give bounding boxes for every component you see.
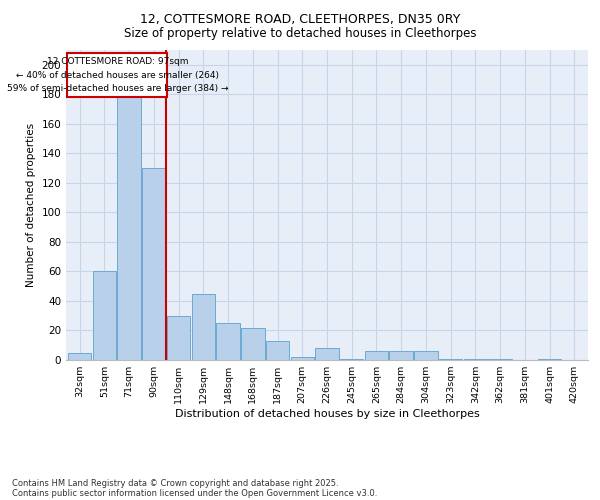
Y-axis label: Number of detached properties: Number of detached properties bbox=[26, 123, 36, 287]
FancyBboxPatch shape bbox=[67, 53, 167, 97]
Bar bbox=[118, 80, 141, 360]
X-axis label: Distribution of detached houses by size in Cleethorpes: Distribution of detached houses by size … bbox=[175, 409, 479, 419]
Text: ← 40% of detached houses are smaller (264): ← 40% of detached houses are smaller (26… bbox=[16, 70, 219, 80]
Bar bbox=[191, 294, 215, 360]
Text: 12 COTTESMORE ROAD: 97sqm: 12 COTTESMORE ROAD: 97sqm bbox=[47, 58, 188, 66]
Bar bbox=[538, 358, 562, 360]
Bar bbox=[241, 328, 265, 360]
Bar bbox=[216, 323, 240, 360]
Text: Contains HM Land Registry data © Crown copyright and database right 2025.: Contains HM Land Registry data © Crown c… bbox=[12, 478, 338, 488]
Text: Contains public sector information licensed under the Open Government Licence v3: Contains public sector information licen… bbox=[12, 488, 377, 498]
Bar bbox=[340, 358, 364, 360]
Bar bbox=[414, 351, 438, 360]
Bar bbox=[266, 341, 289, 360]
Text: 12, COTTESMORE ROAD, CLEETHORPES, DN35 0RY: 12, COTTESMORE ROAD, CLEETHORPES, DN35 0… bbox=[140, 12, 460, 26]
Text: Size of property relative to detached houses in Cleethorpes: Size of property relative to detached ho… bbox=[124, 28, 476, 40]
Bar bbox=[167, 316, 190, 360]
Bar bbox=[142, 168, 166, 360]
Bar bbox=[365, 351, 388, 360]
Bar bbox=[315, 348, 339, 360]
Bar bbox=[389, 351, 413, 360]
Bar bbox=[92, 272, 116, 360]
Bar bbox=[488, 358, 512, 360]
Bar bbox=[290, 357, 314, 360]
Bar bbox=[464, 358, 487, 360]
Text: 59% of semi-detached houses are larger (384) →: 59% of semi-detached houses are larger (… bbox=[7, 84, 228, 93]
Bar bbox=[68, 352, 91, 360]
Bar bbox=[439, 358, 463, 360]
